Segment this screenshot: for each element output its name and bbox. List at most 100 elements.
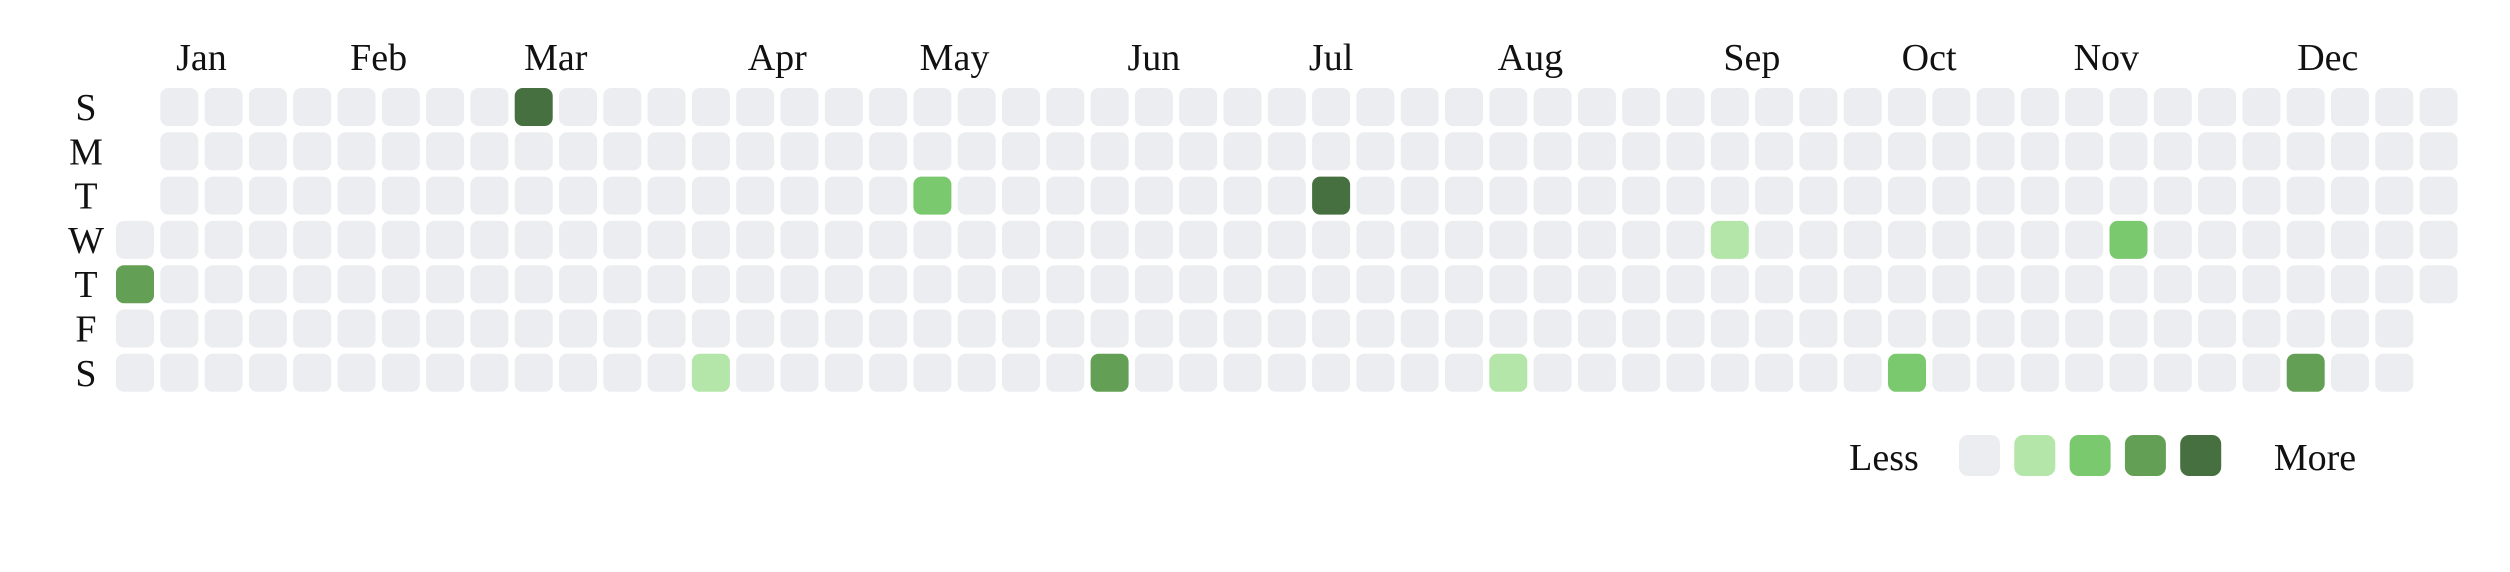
day-cell — [2286, 220, 2325, 259]
day-cell — [1489, 132, 1528, 171]
day-cell — [1888, 265, 1926, 304]
day-cell — [1312, 88, 1351, 126]
day-cell — [1932, 220, 1971, 259]
day-cell — [1134, 88, 1173, 126]
day-cell — [1976, 176, 2015, 215]
day-cell — [1976, 88, 2015, 126]
day-cell — [736, 265, 775, 304]
day-cell — [1267, 88, 1306, 126]
day-cell — [1134, 220, 1173, 259]
day-cell — [1622, 132, 1661, 171]
day-cell — [2242, 309, 2281, 348]
day-cell — [2331, 265, 2369, 304]
day-cell — [603, 132, 642, 171]
day-cell — [2419, 132, 2458, 171]
day-cell — [647, 132, 686, 171]
day-cell — [1046, 265, 1085, 304]
legend-swatches — [1959, 435, 2222, 476]
day-cell — [1179, 132, 1218, 171]
day-cell — [1577, 309, 1616, 348]
day-cell — [2375, 176, 2414, 215]
day-cell — [1002, 220, 1040, 259]
day-cell — [780, 265, 819, 304]
day-cell — [736, 353, 775, 392]
day-cell — [1755, 265, 1794, 304]
day-cell — [1400, 353, 1439, 392]
day-cell — [2242, 176, 2281, 215]
day-cell — [1223, 353, 1262, 392]
legend-swatch — [2124, 435, 2166, 476]
day-cell — [1312, 220, 1351, 259]
month-label: Jul — [1309, 37, 1353, 79]
legend-more-label: More — [2274, 437, 2356, 479]
day-cell-active — [1489, 353, 1528, 392]
legend-less-label: Less — [1849, 437, 1919, 479]
day-cell — [1710, 88, 1749, 126]
day-cell — [2375, 353, 2414, 392]
day-cell — [824, 220, 863, 259]
day-cell — [1134, 353, 1173, 392]
day-cell — [2065, 132, 2104, 171]
day-cell — [736, 132, 775, 171]
day-cell — [1932, 132, 1971, 171]
day-cell — [1445, 88, 1483, 126]
day-cell — [559, 176, 597, 215]
day-cell — [2331, 309, 2369, 348]
day-cell — [603, 309, 642, 348]
day-cell — [2109, 88, 2148, 126]
day-cell — [2331, 132, 2369, 171]
day-cell — [160, 265, 199, 304]
day-cell — [1799, 132, 1838, 171]
day-cell — [2419, 265, 2458, 304]
day-cell — [1666, 132, 1705, 171]
day-cell — [1533, 353, 1572, 392]
day-cell — [2020, 88, 2059, 126]
day-cell — [559, 132, 597, 171]
day-cell — [1046, 353, 1085, 392]
day-cell — [2020, 220, 2059, 259]
day-cell — [2109, 353, 2148, 392]
day-cell — [1976, 265, 2015, 304]
day-cell — [1888, 88, 1926, 126]
day-cell — [381, 309, 420, 348]
day-cell — [248, 88, 287, 126]
day-cell — [470, 265, 509, 304]
day-cell — [1843, 220, 1882, 259]
day-cell — [1622, 309, 1661, 348]
day-cell — [2153, 265, 2192, 304]
day-cell — [1223, 132, 1262, 171]
day-cell — [1710, 265, 1749, 304]
day-cell — [160, 88, 199, 126]
day-cell — [957, 353, 996, 392]
day-cell — [1179, 176, 1218, 215]
day-cell — [204, 353, 243, 392]
day-cell — [1134, 265, 1173, 304]
day-cell — [337, 220, 376, 259]
day-cell — [1179, 88, 1218, 126]
day-cell — [1577, 88, 1616, 126]
day-cell-active — [116, 265, 154, 304]
day-cell — [1799, 309, 1838, 348]
day-cell — [470, 176, 509, 215]
day-cell — [160, 353, 199, 392]
day-cell — [2242, 220, 2281, 259]
month-label: Aug — [1498, 37, 1563, 79]
day-cell — [957, 88, 996, 126]
day-cell — [470, 309, 509, 348]
day-cell — [1976, 353, 2015, 392]
day-cell — [1710, 353, 1749, 392]
day-cell — [1843, 88, 1882, 126]
day-cell — [1445, 309, 1483, 348]
day-cell — [1843, 265, 1882, 304]
day-cell — [381, 220, 420, 259]
day-cell — [1223, 265, 1262, 304]
day-cell — [2375, 265, 2414, 304]
day-cell — [913, 88, 952, 126]
day-cell — [957, 220, 996, 259]
day-cell — [1090, 132, 1129, 171]
day-cell — [1400, 88, 1439, 126]
day-cell — [1090, 265, 1129, 304]
day-cell — [337, 309, 376, 348]
legend-swatch — [1959, 435, 2000, 476]
day-cell — [1400, 132, 1439, 171]
